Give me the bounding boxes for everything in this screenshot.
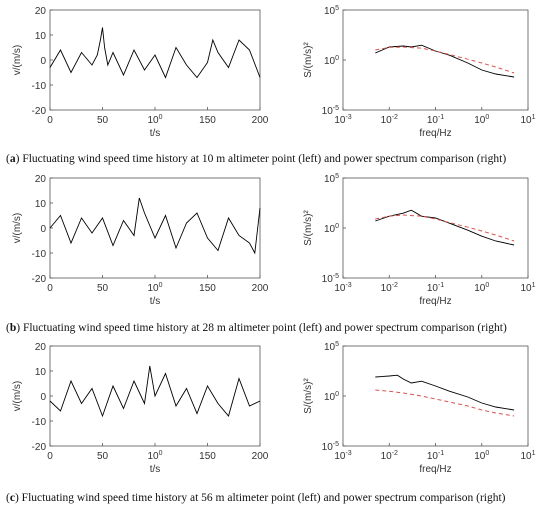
y-tick-label: 20 xyxy=(35,342,47,353)
x-tick-label: 100 xyxy=(474,282,489,294)
series-line-dashed xyxy=(375,390,514,416)
x-tick-label: 10-1 xyxy=(427,450,444,462)
x-tick-label: 0 xyxy=(47,451,53,462)
x-tick-label: 50 xyxy=(97,283,109,294)
plot-frame xyxy=(343,178,528,278)
x-axis-label: freq/Hz xyxy=(419,464,451,475)
x-tick-label: 10-2 xyxy=(381,114,398,126)
y-tick-label: -20 xyxy=(32,442,47,453)
caption-a: (a) Fluctuating wind speed time history … xyxy=(6,153,550,165)
y-axis-label: v/(m/s) xyxy=(12,213,23,244)
x-tick-label: 100 xyxy=(147,450,162,462)
y-tick-label: -20 xyxy=(32,274,47,285)
y-axis-label: v/(m/s) xyxy=(12,45,23,76)
x-tick-label: 200 xyxy=(252,283,269,294)
x-tick-label: 100 xyxy=(474,114,489,126)
y-tick-label: 0 xyxy=(40,224,46,235)
y-tick-label: 100 xyxy=(324,223,339,235)
x-tick-label: 101 xyxy=(520,114,535,126)
y-axis-label: S/(m/s)² xyxy=(303,210,314,246)
series-line-solid xyxy=(375,375,514,410)
y-tick-label: -20 xyxy=(32,106,47,117)
x-tick-label: 100 xyxy=(147,282,162,294)
plot-frame xyxy=(50,178,260,278)
x-tick-label: 10-1 xyxy=(427,282,444,294)
caption-b: (b) Fluctuating wind speed time history … xyxy=(6,322,550,334)
x-tick-label: 150 xyxy=(199,451,216,462)
x-tick-label: 10-1 xyxy=(427,114,444,126)
x-tick-label: 0 xyxy=(47,115,53,126)
x-tick-label: 50 xyxy=(97,451,109,462)
series-line-dashed xyxy=(375,47,514,73)
plot-frame xyxy=(343,346,528,446)
series-line-dashed xyxy=(375,215,514,241)
x-tick-label: 10-3 xyxy=(334,114,351,126)
x-tick-label: 101 xyxy=(520,282,535,294)
y-tick-label: 10 xyxy=(35,31,47,42)
x-tick-label: 100 xyxy=(474,450,489,462)
y-tick-label: 10 xyxy=(35,367,47,378)
plot-frame xyxy=(343,10,528,110)
y-tick-label: 105 xyxy=(324,341,339,353)
y-tick-label: 0 xyxy=(40,56,46,67)
x-tick-label: 200 xyxy=(252,451,269,462)
y-tick-label: 100 xyxy=(324,391,339,403)
series-line-solid xyxy=(375,45,514,77)
y-tick-label: 20 xyxy=(35,6,47,17)
y-tick-label: 20 xyxy=(35,174,47,185)
y-tick-label: 100 xyxy=(324,55,339,67)
y-tick-label: 105 xyxy=(324,5,339,17)
caption-c: (c) Fluctuating wind speed time history … xyxy=(6,492,550,504)
x-tick-label: 150 xyxy=(199,283,216,294)
y-axis-label: S/(m/s)² xyxy=(303,42,314,78)
x-tick-label: 10-2 xyxy=(381,282,398,294)
x-tick-label: 150 xyxy=(199,115,216,126)
x-axis-label: freq/Hz xyxy=(419,128,451,139)
x-axis-label: freq/Hz xyxy=(419,296,451,307)
series-line-solid xyxy=(50,198,260,253)
x-tick-label: 10-3 xyxy=(334,450,351,462)
x-tick-label: 100 xyxy=(147,114,162,126)
y-tick-label: -10 xyxy=(32,81,47,92)
x-axis-label: t/s xyxy=(150,464,161,475)
x-tick-label: 0 xyxy=(47,283,53,294)
x-axis-label: t/s xyxy=(150,296,161,307)
y-axis-label: v/(m/s) xyxy=(12,381,23,412)
y-tick-label: -10 xyxy=(32,249,47,260)
y-tick-label: 105 xyxy=(324,173,339,185)
y-axis-label: S/(m/s)² xyxy=(303,378,314,414)
y-tick-label: -10 xyxy=(32,417,47,428)
y-tick-label: 10 xyxy=(35,199,47,210)
x-tick-label: 10-3 xyxy=(334,282,351,294)
y-tick-label: 0 xyxy=(40,392,46,403)
plot-frame xyxy=(50,10,260,110)
x-axis-label: t/s xyxy=(150,128,161,139)
x-tick-label: 200 xyxy=(252,115,269,126)
x-tick-label: 10-2 xyxy=(381,450,398,462)
series-line-solid xyxy=(50,366,260,416)
x-tick-label: 101 xyxy=(520,450,535,462)
x-tick-label: 50 xyxy=(97,115,109,126)
